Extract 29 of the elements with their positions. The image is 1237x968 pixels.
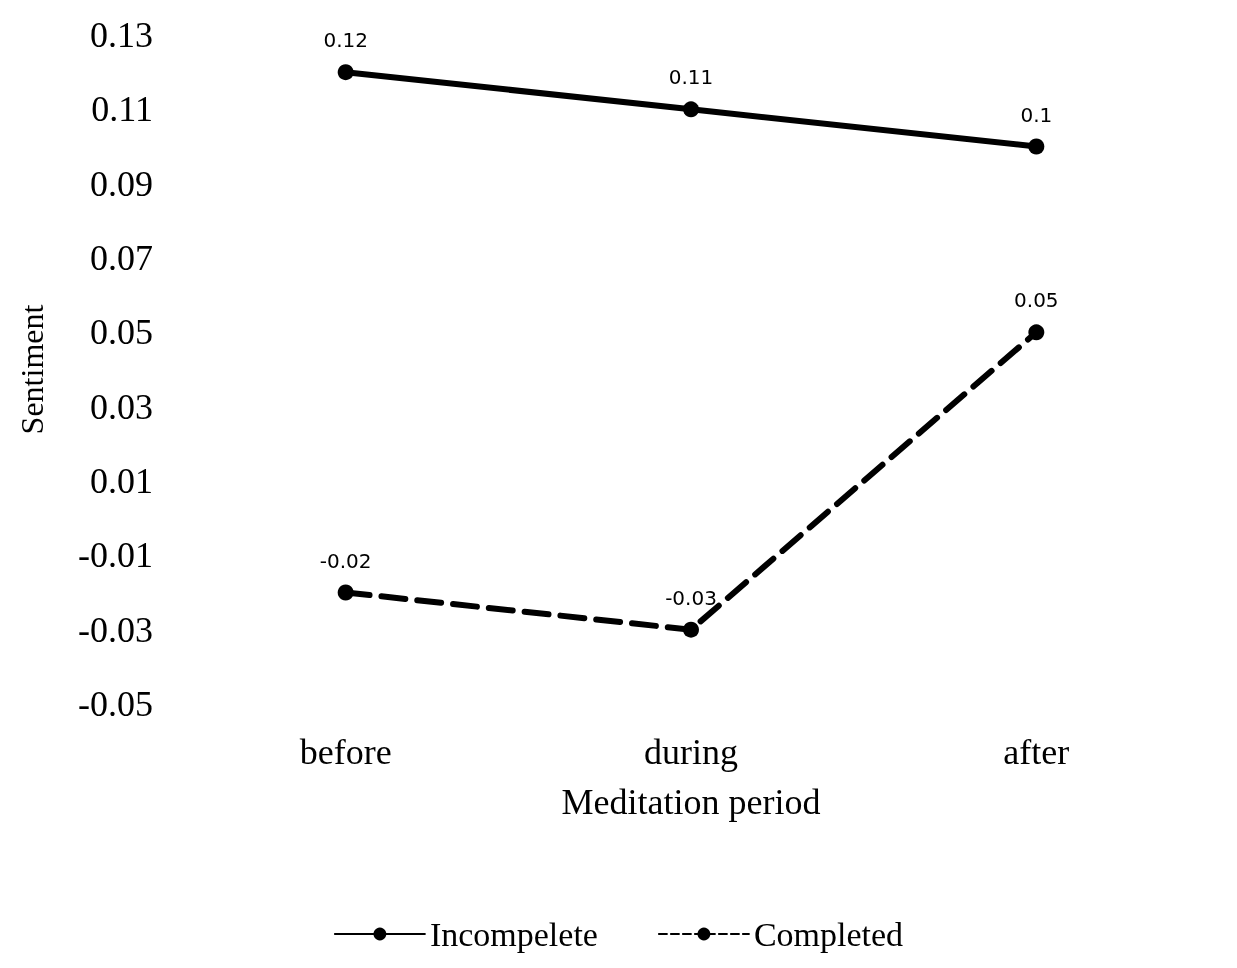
y-tick-label: -0.03: [78, 609, 153, 650]
y-tick-label: 0.13: [90, 15, 153, 55]
data-label: -0.02: [319, 548, 372, 573]
y-tick-label: 0.09: [90, 163, 153, 204]
y-tick-label: 0.01: [90, 461, 153, 501]
data-label: 0.1: [1020, 102, 1053, 127]
point: [683, 621, 699, 638]
legend-label: Incompelete: [429, 915, 598, 953]
point: [337, 584, 354, 601]
point: [1028, 138, 1045, 155]
x-axis-title: Meditation period: [561, 782, 821, 822]
y-tick-label: -0.05: [78, 684, 153, 724]
x-tick-label: after: [1003, 732, 1070, 772]
data-label: 0.05: [1014, 288, 1059, 313]
point: [337, 64, 354, 81]
data-label: 0.12: [323, 28, 368, 53]
x-tick-label: during: [644, 732, 738, 772]
y-tick-label: 0.05: [90, 312, 153, 353]
point: [683, 101, 699, 118]
y-tick-label: -0.01: [78, 535, 153, 576]
y-tick-label: 0.11: [91, 89, 153, 130]
data-label: -0.03: [665, 585, 717, 610]
x-tick-label: before: [299, 732, 392, 772]
legend-label: Completed: [753, 915, 904, 953]
data-label: 0.11: [668, 65, 714, 90]
y-tick-label: 0.07: [90, 238, 153, 278]
y-tick-label: 0.03: [90, 386, 153, 427]
y-axis-title: Sentiment: [14, 304, 50, 435]
point: [1028, 324, 1045, 341]
